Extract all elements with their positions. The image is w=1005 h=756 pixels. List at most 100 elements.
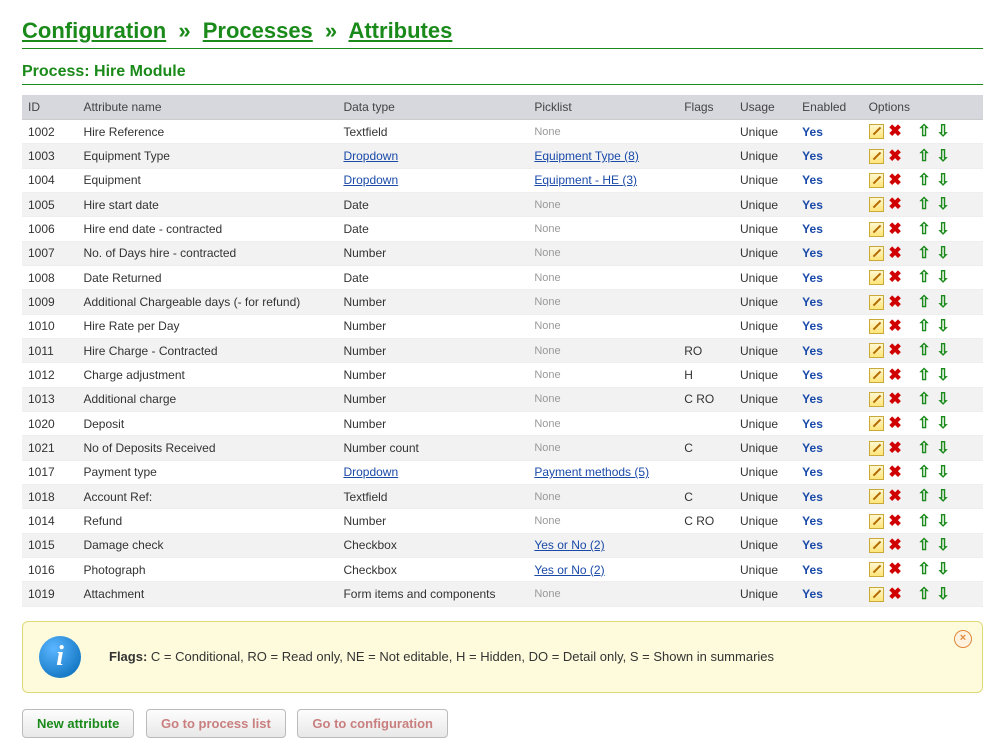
cell-enabled[interactable]: Yes: [796, 168, 862, 192]
move-down-icon[interactable]: ⇩: [936, 173, 951, 188]
edit-icon[interactable]: [869, 270, 884, 285]
edit-icon[interactable]: [869, 587, 884, 602]
delete-icon[interactable]: ✖: [888, 368, 903, 383]
cell-enabled[interactable]: Yes: [796, 144, 862, 168]
go-to-process-list-button[interactable]: Go to process list: [146, 709, 286, 738]
cell-enabled[interactable]: Yes: [796, 192, 862, 216]
go-to-configuration-button[interactable]: Go to configuration: [297, 709, 448, 738]
move-up-icon[interactable]: ⇧: [917, 124, 932, 139]
cell-enabled[interactable]: Yes: [796, 363, 862, 387]
move-down-icon[interactable]: ⇩: [936, 465, 951, 480]
move-up-icon[interactable]: ⇧: [917, 587, 932, 602]
delete-icon[interactable]: ✖: [888, 587, 903, 602]
move-up-icon[interactable]: ⇧: [917, 392, 932, 407]
cell-enabled[interactable]: Yes: [796, 436, 862, 460]
cell-enabled[interactable]: Yes: [796, 411, 862, 435]
move-up-icon[interactable]: ⇧: [917, 246, 932, 261]
move-down-icon[interactable]: ⇩: [936, 368, 951, 383]
edit-icon[interactable]: [869, 538, 884, 553]
cell-picklist[interactable]: Yes or No (2): [528, 557, 678, 581]
cell-enabled[interactable]: Yes: [796, 120, 862, 144]
delete-icon[interactable]: ✖: [888, 246, 903, 261]
delete-icon[interactable]: ✖: [888, 538, 903, 553]
cell-enabled[interactable]: Yes: [796, 509, 862, 533]
edit-icon[interactable]: [869, 392, 884, 407]
delete-icon[interactable]: ✖: [888, 392, 903, 407]
edit-icon[interactable]: [869, 319, 884, 334]
cell-picklist[interactable]: Payment methods (5): [528, 460, 678, 484]
breadcrumb-configuration[interactable]: Configuration: [22, 18, 166, 43]
cell-enabled[interactable]: Yes: [796, 290, 862, 314]
move-down-icon[interactable]: ⇩: [936, 246, 951, 261]
move-down-icon[interactable]: ⇩: [936, 392, 951, 407]
close-icon[interactable]: ×: [954, 630, 972, 648]
cell-enabled[interactable]: Yes: [796, 460, 862, 484]
cell-enabled[interactable]: Yes: [796, 265, 862, 289]
move-down-icon[interactable]: ⇩: [936, 295, 951, 310]
delete-icon[interactable]: ✖: [888, 124, 903, 139]
move-down-icon[interactable]: ⇩: [936, 538, 951, 553]
move-up-icon[interactable]: ⇧: [917, 173, 932, 188]
move-down-icon[interactable]: ⇩: [936, 416, 951, 431]
edit-icon[interactable]: [869, 416, 884, 431]
delete-icon[interactable]: ✖: [888, 416, 903, 431]
delete-icon[interactable]: ✖: [888, 173, 903, 188]
edit-icon[interactable]: [869, 222, 884, 237]
edit-icon[interactable]: [869, 489, 884, 504]
edit-icon[interactable]: [869, 562, 884, 577]
move-up-icon[interactable]: ⇧: [917, 222, 932, 237]
delete-icon[interactable]: ✖: [888, 465, 903, 480]
cell-enabled[interactable]: Yes: [796, 557, 862, 581]
delete-icon[interactable]: ✖: [888, 149, 903, 164]
delete-icon[interactable]: ✖: [888, 319, 903, 334]
move-down-icon[interactable]: ⇩: [936, 197, 951, 212]
move-up-icon[interactable]: ⇧: [917, 295, 932, 310]
edit-icon[interactable]: [869, 441, 884, 456]
move-up-icon[interactable]: ⇧: [917, 343, 932, 358]
move-down-icon[interactable]: ⇩: [936, 343, 951, 358]
move-up-icon[interactable]: ⇧: [917, 441, 932, 456]
cell-enabled[interactable]: Yes: [796, 387, 862, 411]
move-up-icon[interactable]: ⇧: [917, 489, 932, 504]
edit-icon[interactable]: [869, 246, 884, 261]
cell-data-type[interactable]: Dropdown: [337, 460, 528, 484]
cell-data-type[interactable]: Dropdown: [337, 144, 528, 168]
cell-picklist[interactable]: Yes or No (2): [528, 533, 678, 557]
cell-picklist[interactable]: Equipment Type (8): [528, 144, 678, 168]
cell-enabled[interactable]: Yes: [796, 241, 862, 265]
move-down-icon[interactable]: ⇩: [936, 587, 951, 602]
move-up-icon[interactable]: ⇧: [917, 562, 932, 577]
move-up-icon[interactable]: ⇧: [917, 514, 932, 529]
move-up-icon[interactable]: ⇧: [917, 149, 932, 164]
delete-icon[interactable]: ✖: [888, 295, 903, 310]
breadcrumb-processes[interactable]: Processes: [203, 18, 313, 43]
cell-enabled[interactable]: Yes: [796, 217, 862, 241]
move-up-icon[interactable]: ⇧: [917, 538, 932, 553]
move-down-icon[interactable]: ⇩: [936, 124, 951, 139]
delete-icon[interactable]: ✖: [888, 270, 903, 285]
move-down-icon[interactable]: ⇩: [936, 319, 951, 334]
delete-icon[interactable]: ✖: [888, 343, 903, 358]
move-up-icon[interactable]: ⇧: [917, 197, 932, 212]
move-down-icon[interactable]: ⇩: [936, 562, 951, 577]
move-up-icon[interactable]: ⇧: [917, 416, 932, 431]
move-up-icon[interactable]: ⇧: [917, 319, 932, 334]
cell-enabled[interactable]: Yes: [796, 582, 862, 606]
delete-icon[interactable]: ✖: [888, 197, 903, 212]
edit-icon[interactable]: [869, 197, 884, 212]
edit-icon[interactable]: [869, 343, 884, 358]
move-down-icon[interactable]: ⇩: [936, 222, 951, 237]
cell-enabled[interactable]: Yes: [796, 338, 862, 362]
edit-icon[interactable]: [869, 124, 884, 139]
cell-enabled[interactable]: Yes: [796, 484, 862, 508]
edit-icon[interactable]: [869, 368, 884, 383]
cell-enabled[interactable]: Yes: [796, 533, 862, 557]
move-down-icon[interactable]: ⇩: [936, 441, 951, 456]
edit-icon[interactable]: [869, 295, 884, 310]
move-down-icon[interactable]: ⇩: [936, 270, 951, 285]
edit-icon[interactable]: [869, 149, 884, 164]
delete-icon[interactable]: ✖: [888, 489, 903, 504]
move-up-icon[interactable]: ⇧: [917, 368, 932, 383]
edit-icon[interactable]: [869, 465, 884, 480]
move-down-icon[interactable]: ⇩: [936, 489, 951, 504]
